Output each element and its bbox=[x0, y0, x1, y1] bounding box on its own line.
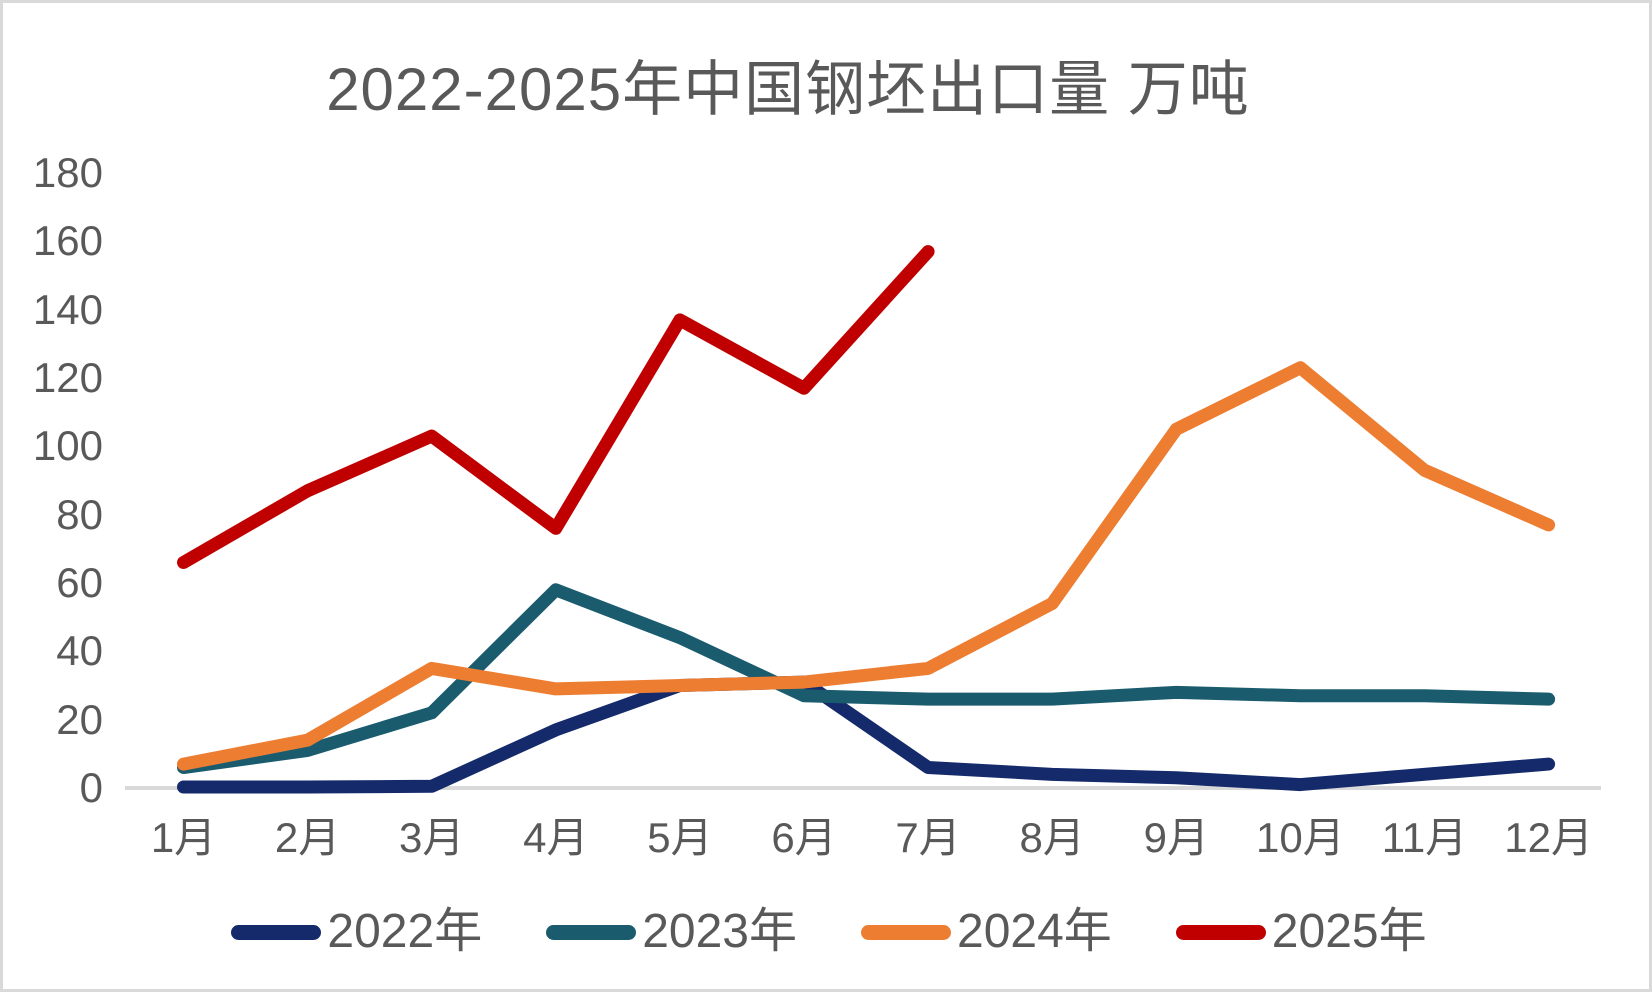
y-tick-label: 180 bbox=[32, 149, 103, 196]
legend-item-2024年: 2024年 bbox=[861, 908, 1112, 956]
x-tick-label: 9月 bbox=[1143, 814, 1209, 861]
legend-swatch bbox=[861, 924, 951, 940]
legend-swatch bbox=[546, 924, 637, 940]
legend-item-2022年: 2022年 bbox=[231, 908, 482, 956]
y-tick-label: 80 bbox=[56, 490, 103, 538]
legend-label: 2025年 bbox=[1271, 905, 1427, 958]
y-tick-label: 40 bbox=[56, 627, 103, 675]
y-tick-label: 160 bbox=[32, 217, 103, 265]
y-tick-label: 20 bbox=[56, 695, 103, 743]
legend-item-2023年: 2023年 bbox=[546, 908, 797, 956]
x-tick-label: 6月 bbox=[771, 814, 837, 861]
series-line-2023年 bbox=[177, 583, 1556, 774]
x-tick-label: 10月 bbox=[1256, 814, 1345, 861]
legend-item-2025年: 2025年 bbox=[1175, 905, 1427, 958]
legend-swatch bbox=[231, 924, 322, 940]
legend-swatch bbox=[1175, 924, 1266, 940]
plot-area bbox=[125, 245, 1601, 794]
y-tick-label: 120 bbox=[32, 354, 103, 401]
series-line-2022年 bbox=[177, 675, 1556, 794]
x-tick-label: 4月 bbox=[523, 814, 589, 861]
chart-title: 2022-2025年中国钢坯出口量 万吨 bbox=[326, 56, 1250, 123]
y-tick-label: 0 bbox=[79, 764, 103, 811]
series-line-2025年 bbox=[177, 245, 935, 569]
x-tick-label: 12月 bbox=[1504, 814, 1593, 861]
x-tick-label: 8月 bbox=[1019, 814, 1085, 861]
legend: 2022年 2023年 2024年 2025年 bbox=[3, 905, 1649, 958]
legend-label: 2022年 bbox=[327, 905, 483, 958]
legend-label: 2024年 bbox=[957, 905, 1112, 958]
x-tick-label: 1月 bbox=[150, 814, 217, 861]
legend-label: 2023年 bbox=[642, 905, 797, 958]
series-line-2024年 bbox=[177, 361, 1556, 771]
x-tick-label: 7月 bbox=[895, 814, 961, 861]
x-tick-label: 2月 bbox=[274, 814, 341, 861]
y-tick-label: 100 bbox=[32, 422, 103, 470]
y-tick-label: 60 bbox=[56, 559, 103, 606]
y-tick-label: 140 bbox=[32, 285, 103, 333]
x-tick-label: 5月 bbox=[647, 814, 713, 861]
x-tick-label: 3月 bbox=[399, 814, 465, 861]
x-tick-label: 11月 bbox=[1381, 814, 1468, 861]
